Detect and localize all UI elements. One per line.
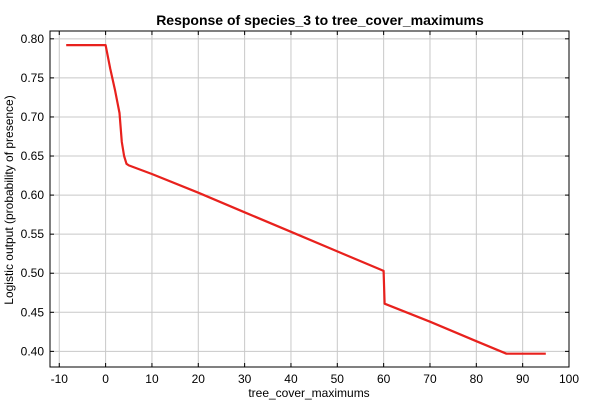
x-tick-label: 50 bbox=[331, 372, 345, 386]
plot-frame bbox=[49, 30, 570, 368]
x-tick-label: 80 bbox=[470, 372, 484, 386]
y-tick-label: 0.65 bbox=[21, 149, 45, 163]
y-axis-label: Logistic output (probability of presence… bbox=[2, 95, 16, 304]
y-tick-label: 0.80 bbox=[21, 32, 45, 46]
x-tick-label: 60 bbox=[377, 372, 391, 386]
x-tick-label: 20 bbox=[192, 372, 206, 386]
x-tick-label: 0 bbox=[102, 372, 109, 386]
x-axis-label: tree_cover_maximums bbox=[248, 386, 369, 400]
y-tick-label: 0.70 bbox=[21, 110, 45, 124]
y-tick-label: 0.60 bbox=[21, 188, 45, 202]
x-tick-label: 100 bbox=[559, 372, 579, 386]
x-tick-label: 10 bbox=[145, 372, 159, 386]
y-tick-label: 0.50 bbox=[21, 266, 45, 280]
x-tick-label: 70 bbox=[423, 372, 437, 386]
series-line bbox=[66, 44, 546, 355]
chart-title: Response of species_3 to tree_cover_maxi… bbox=[156, 12, 484, 28]
tick-layer: -10 0 10 20 30 40 50 60 70 80 90 100 0.40 0.45 0.50 0.5… bbox=[21, 31, 579, 386]
y-tick-label: 0.75 bbox=[21, 71, 45, 85]
y-tick-label: 0.45 bbox=[21, 305, 45, 319]
grid-layer bbox=[50, 31, 570, 367]
x-tick-label: 30 bbox=[238, 372, 252, 386]
x-tick-label: -10 bbox=[51, 372, 69, 386]
y-tick-label: 0.40 bbox=[21, 344, 45, 358]
y-tick-label: 0.55 bbox=[21, 227, 45, 241]
x-tick-label: 40 bbox=[284, 372, 298, 386]
x-tick-label: 90 bbox=[516, 372, 530, 386]
